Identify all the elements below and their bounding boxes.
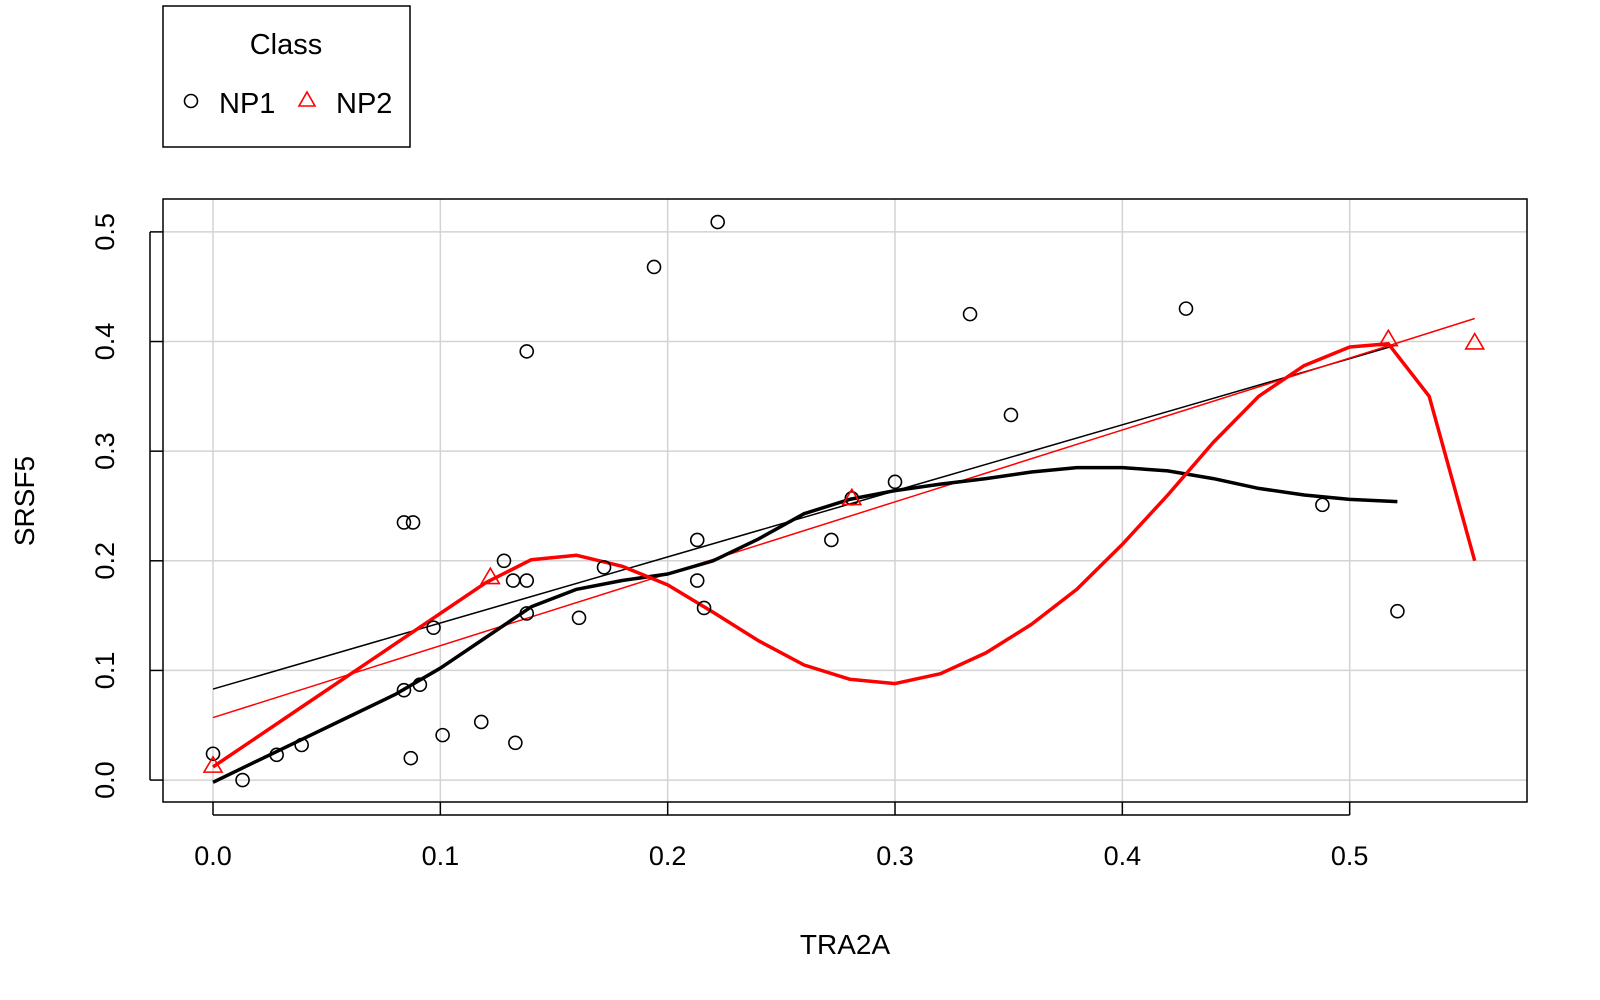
y-axis-label: SRSF5 xyxy=(9,456,40,546)
y-tick-label-2: 0.2 xyxy=(90,542,120,580)
x-tick-label-1: 0.1 xyxy=(422,841,460,871)
np1-point-30 xyxy=(1178,301,1194,316)
legend-title: Class xyxy=(250,29,323,61)
np1-smooth-curve xyxy=(212,465,1398,784)
np2-smooth-curve xyxy=(212,341,1477,769)
np1-point-2 xyxy=(269,747,284,763)
np1-point-32 xyxy=(1390,603,1405,619)
np1-point-15 xyxy=(519,573,535,588)
np1-point-22 xyxy=(689,573,705,588)
np1-point-13 xyxy=(505,573,521,588)
np1-point-5 xyxy=(396,515,412,530)
np2-point-1 xyxy=(479,566,501,585)
np1-point-12 xyxy=(496,553,512,569)
np2-point-3 xyxy=(1377,328,1399,347)
np1-point-17 xyxy=(519,344,535,359)
np1-point-11 xyxy=(473,714,489,730)
y-axis: 0.0 0.1 0.2 0.3 0.4 0.5 xyxy=(90,213,163,799)
np1-fit-line xyxy=(212,344,1398,690)
x-tick-label-2: 0.2 xyxy=(649,841,687,871)
np1-point-4 xyxy=(396,682,412,698)
np1-point-31 xyxy=(1315,497,1330,513)
np1-point-25 xyxy=(824,532,839,548)
x-axis-label: TRA2A xyxy=(800,929,891,960)
np1-point-19 xyxy=(596,560,612,575)
y-tick-label-1: 0.1 xyxy=(90,652,120,690)
np1-point-28 xyxy=(962,306,978,322)
y-tick-label-5: 0.5 xyxy=(90,213,120,251)
np1-point-29 xyxy=(1003,407,1019,423)
np1-point-14 xyxy=(508,735,523,751)
y-tick-label-3: 0.3 xyxy=(90,432,120,470)
legend-np1-marker xyxy=(183,93,199,109)
np1-point-3 xyxy=(294,737,309,753)
np1-point-6 xyxy=(405,515,421,530)
legend-label-np1: NP1 xyxy=(219,88,275,120)
smooth-curves xyxy=(212,341,1477,784)
np1-point-10 xyxy=(435,727,450,743)
grid xyxy=(163,199,1527,802)
legend-label-np2: NP2 xyxy=(336,88,392,120)
np2-point-2 xyxy=(841,487,863,506)
np2-point-4 xyxy=(1464,332,1486,350)
np1-point-27 xyxy=(887,474,903,490)
y-tick-label-0: 0.0 xyxy=(90,761,120,799)
np1-point-23 xyxy=(696,600,712,616)
x-tick-label-4: 0.4 xyxy=(1104,841,1142,871)
np1-point-21 xyxy=(689,532,705,548)
x-tick-label-3: 0.3 xyxy=(876,841,914,871)
np1-point-18 xyxy=(571,610,587,626)
data-points xyxy=(202,214,1486,788)
np1-point-0 xyxy=(205,746,221,762)
x-tick-label-0: 0.0 xyxy=(194,841,232,871)
np2-point-0 xyxy=(202,755,224,773)
np2-fit-line xyxy=(212,317,1475,719)
x-axis: 0.0 0.1 0.2 0.3 0.4 0.5 xyxy=(194,802,1368,871)
legend-box xyxy=(162,5,411,148)
y-tick-label-4: 0.4 xyxy=(90,323,120,361)
np1-point-8 xyxy=(412,677,428,692)
legend: Class NP1 NP2 xyxy=(162,5,411,148)
np1-point-7 xyxy=(403,750,419,766)
np1-point-1 xyxy=(235,772,250,788)
np1-point-24 xyxy=(710,214,725,230)
np1-point-9 xyxy=(426,620,441,635)
x-tick-label-5: 0.5 xyxy=(1331,841,1369,871)
legend-np2-marker xyxy=(297,90,317,107)
np1-point-20 xyxy=(646,259,662,275)
plot-frame xyxy=(162,198,1528,803)
np1-point-16 xyxy=(519,606,535,621)
